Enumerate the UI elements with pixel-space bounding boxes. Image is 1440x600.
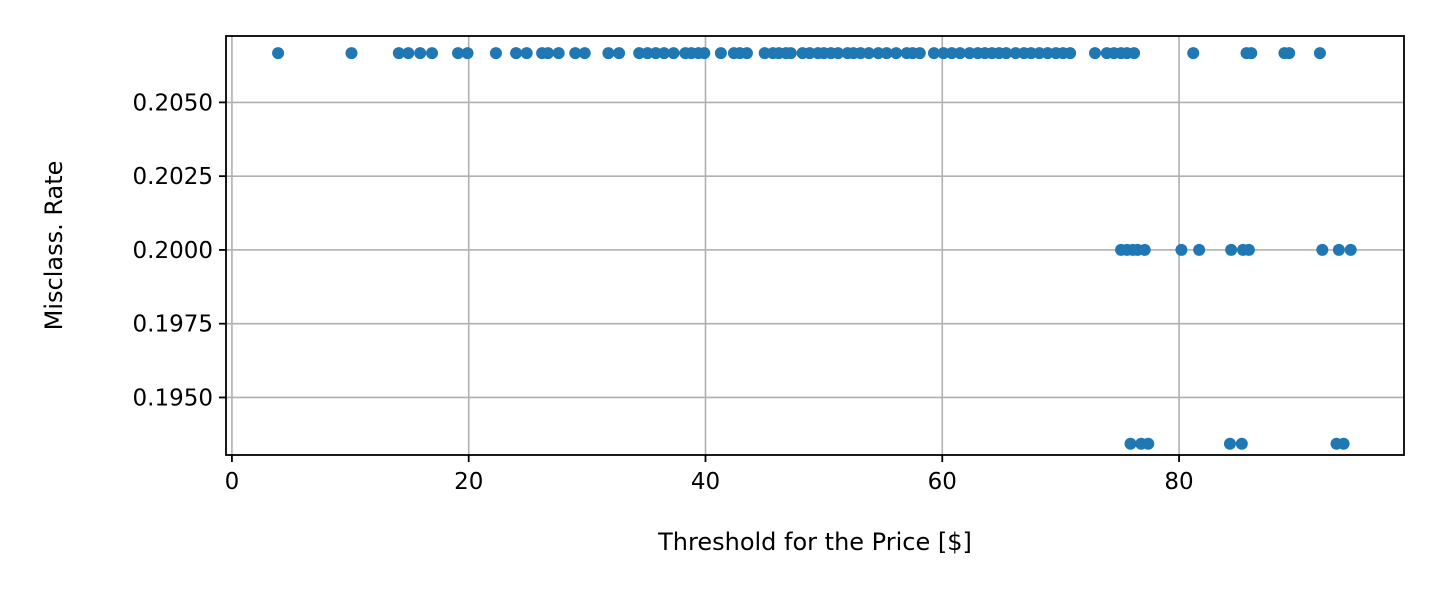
y-tick-label: 0.1950 — [133, 385, 213, 411]
x-axis-label: Threshold for the Price [$] — [657, 528, 972, 556]
data-point — [452, 47, 465, 60]
y-tick-label: 0.2025 — [133, 164, 213, 190]
y-axis-label: Misclass. Rate — [40, 161, 68, 331]
data-point — [1344, 243, 1357, 256]
data-point — [1313, 47, 1326, 60]
data-point — [954, 47, 967, 60]
plot-frame — [225, 35, 1405, 456]
data-points — [272, 47, 1357, 450]
x-tick-label: 60 — [928, 469, 957, 495]
data-point — [569, 47, 582, 60]
data-point — [1235, 437, 1248, 450]
data-point — [945, 47, 958, 60]
y-tick-label: 0.2000 — [133, 238, 213, 264]
data-point — [1088, 47, 1101, 60]
data-point — [1242, 243, 1255, 256]
data-point — [414, 47, 427, 60]
data-point — [578, 47, 591, 60]
y-tick-label: 0.1975 — [133, 312, 213, 338]
data-point — [1175, 243, 1188, 256]
data-point — [392, 47, 405, 60]
x-axis: 0 20 40 60 80 — [225, 455, 1194, 495]
data-point — [862, 47, 875, 60]
x-tick-label: 20 — [454, 469, 483, 495]
data-point — [461, 47, 474, 60]
data-point — [1138, 243, 1151, 256]
data-point — [1041, 47, 1054, 60]
data-point — [1225, 243, 1238, 256]
data-point — [633, 47, 646, 60]
data-point — [426, 47, 439, 60]
data-point — [542, 47, 555, 60]
data-point — [740, 47, 753, 60]
data-point — [927, 47, 940, 60]
data-point — [1223, 437, 1236, 450]
data-point — [641, 47, 654, 60]
data-point — [667, 47, 680, 60]
data-point — [658, 47, 671, 60]
data-point — [1193, 243, 1206, 256]
data-point — [402, 47, 415, 60]
data-point — [1064, 47, 1077, 60]
data-point — [489, 47, 502, 60]
data-point — [1283, 47, 1296, 60]
data-point — [345, 47, 358, 60]
data-point — [510, 47, 523, 60]
data-point — [272, 47, 285, 60]
data-point — [1187, 47, 1200, 60]
data-point — [1142, 437, 1155, 450]
x-tick-label: 80 — [1164, 469, 1193, 495]
data-point — [1033, 47, 1046, 60]
data-point — [649, 47, 662, 60]
y-tick-label: 0.2050 — [133, 90, 213, 116]
data-point — [803, 47, 816, 60]
data-point — [714, 47, 727, 60]
data-point — [913, 47, 926, 60]
data-point — [784, 47, 797, 60]
data-point — [1316, 243, 1329, 256]
data-point — [1128, 47, 1141, 60]
data-point — [963, 47, 976, 60]
data-point — [1009, 47, 1022, 60]
data-point — [520, 47, 533, 60]
data-point — [1000, 47, 1013, 60]
data-point — [1245, 47, 1258, 60]
x-tick-label: 40 — [691, 469, 720, 495]
data-point — [872, 47, 885, 60]
data-point — [880, 47, 893, 60]
data-point — [832, 47, 845, 60]
data-point — [552, 47, 565, 60]
data-point — [602, 47, 615, 60]
data-point — [758, 47, 771, 60]
x-tick-label: 0 — [225, 469, 240, 495]
data-point — [937, 47, 950, 60]
y-axis: 0.1950 0.1975 0.2000 0.2025 0.2050 — [133, 90, 226, 411]
data-point — [698, 47, 711, 60]
data-point — [1337, 437, 1350, 450]
data-point — [1332, 243, 1345, 256]
data-point — [854, 47, 867, 60]
data-point — [890, 47, 903, 60]
data-point — [613, 47, 626, 60]
data-point — [1025, 47, 1038, 60]
data-point — [1124, 437, 1137, 450]
